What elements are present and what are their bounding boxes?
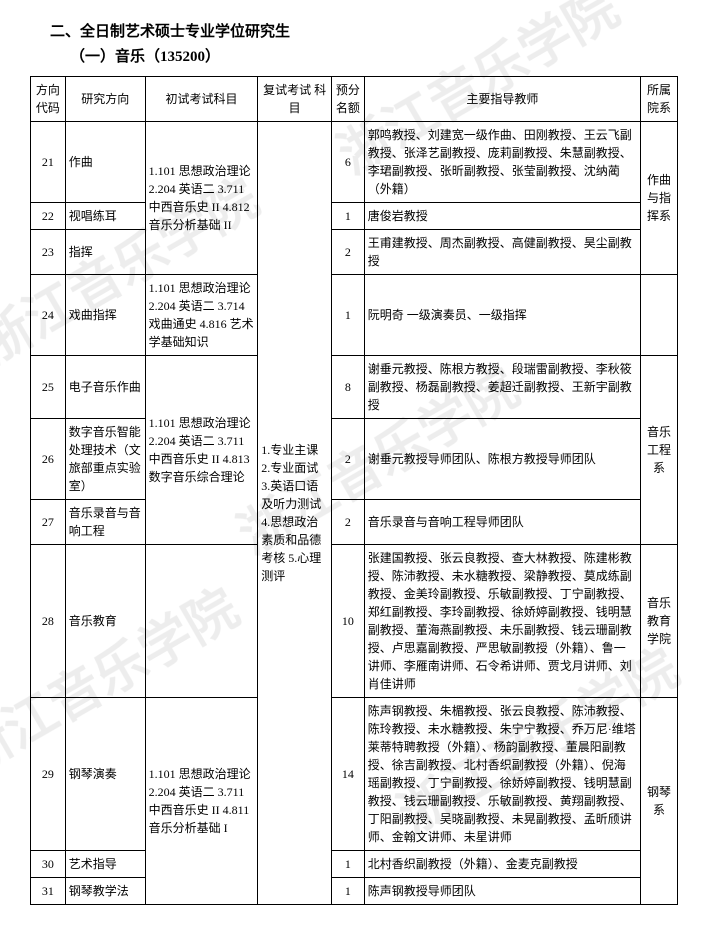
cell: 6 — [331, 122, 364, 203]
cell — [641, 275, 678, 356]
th-quota: 预分 名额 — [331, 77, 364, 122]
cell: 1 — [331, 851, 364, 878]
cell: 1 — [331, 203, 364, 230]
th-teach: 主要指导教师 — [364, 77, 640, 122]
cell: 26 — [31, 419, 66, 500]
program-table: 方向 代码 研究方向 初试考试科目 复试考试 科目 预分 名额 主要指导教师 所… — [30, 76, 678, 905]
cell: 8 — [331, 356, 364, 419]
cell: 数字音乐智能处理技术（文旅部重点实验室） — [65, 419, 145, 500]
cell: 王甫建教授、周杰副教授、高健副教授、昊尘副教授 — [364, 230, 640, 275]
cell: 2 — [331, 230, 364, 275]
th-exam: 初试考试科目 — [145, 77, 258, 122]
cell: 28 — [31, 545, 66, 698]
cell: 25 — [31, 356, 66, 419]
cell: 22 — [31, 203, 66, 230]
cell: 1.专业主课 2.专业面试 3.英语口语及听力测试 4.思想政治素质和品德考核 … — [258, 122, 332, 905]
th-retest: 复试考试 科目 — [258, 77, 332, 122]
cell: 1 — [331, 275, 364, 356]
section-subheader: （一）音乐（135200） — [70, 45, 678, 66]
cell: 郭鸣教授、刘建宽一级作曲、田刚教授、王云飞副教授、张泽艺副教授、庞莉副教授、朱慧… — [364, 122, 640, 203]
cell: 钢琴教学法 — [65, 878, 145, 905]
cell: 艺术指导 — [65, 851, 145, 878]
cell: 作曲 — [65, 122, 145, 203]
cell: 指挥 — [65, 230, 145, 275]
cell: 钢琴系 — [641, 698, 678, 905]
cell: 陈声钢教授导师团队 — [364, 878, 640, 905]
cell: 唐俊岩教授 — [364, 203, 640, 230]
cell: 1.101 思想政治理论 2.204 英语二 3.711 中西音乐史 II 4.… — [145, 122, 258, 275]
cell: 作曲与指挥系 — [641, 122, 678, 275]
cell: 钢琴演奏 — [65, 698, 145, 851]
cell: 30 — [31, 851, 66, 878]
cell: 北村香织副教授（外籍）、金麦克副教授 — [364, 851, 640, 878]
cell: 音乐录音与音响工程导师团队 — [364, 500, 640, 545]
cell: 27 — [31, 500, 66, 545]
th-code: 方向 代码 — [31, 77, 66, 122]
cell: 29 — [31, 698, 66, 851]
cell: 2 — [331, 500, 364, 545]
cell: 31 — [31, 878, 66, 905]
cell: 音乐录音与音响工程 — [65, 500, 145, 545]
cell: 音乐工程系 — [641, 356, 678, 545]
cell: 阮明奇 一级演奏员、一级指挥 — [364, 275, 640, 356]
cell: 视唱练耳 — [65, 203, 145, 230]
cell: 1.101 思想政治理论 2.204 英语二 3.711 中西音乐史 II 4.… — [145, 698, 258, 905]
cell: 陈声钢教授、朱楣教授、张云良教授、陈沛教授、陈玲教授、未水糖教授、朱宁宁教授、乔… — [364, 698, 640, 851]
cell: 23 — [31, 230, 66, 275]
cell: 14 — [331, 698, 364, 851]
cell: 电子音乐作曲 — [65, 356, 145, 419]
cell: 1 — [331, 878, 364, 905]
cell: 24 — [31, 275, 66, 356]
cell: 张建国教授、张云良教授、查大林教授、陈建彬教授、陈沛教授、未水糖教授、梁静教授、… — [364, 545, 640, 698]
cell: 10 — [331, 545, 364, 698]
cell: 戏曲指挥 — [65, 275, 145, 356]
cell: 音乐教育学院 — [641, 545, 678, 698]
section-header: 二、全日制艺术硕士专业学位研究生 — [50, 20, 678, 41]
th-dept: 所属 院系 — [641, 77, 678, 122]
cell: 谢垂元教授、陈根方教授、段瑞雷副教授、李秋筱副教授、杨磊副教授、姜超迁副教授、王… — [364, 356, 640, 419]
cell: 音乐教育 — [65, 545, 145, 698]
cell: 1.101 思想政治理论 2.204 英语二 3.711 中西音乐史 II 4.… — [145, 356, 258, 545]
th-dir: 研究方向 — [65, 77, 145, 122]
cell — [145, 545, 258, 698]
cell: 21 — [31, 122, 66, 203]
cell: 谢垂元教授导师团队、陈根方教授导师团队 — [364, 419, 640, 500]
cell: 2 — [331, 419, 364, 500]
cell: 1.101 思想政治理论 2.204 英语二 3.714 戏曲通史 4.816 … — [145, 275, 258, 356]
